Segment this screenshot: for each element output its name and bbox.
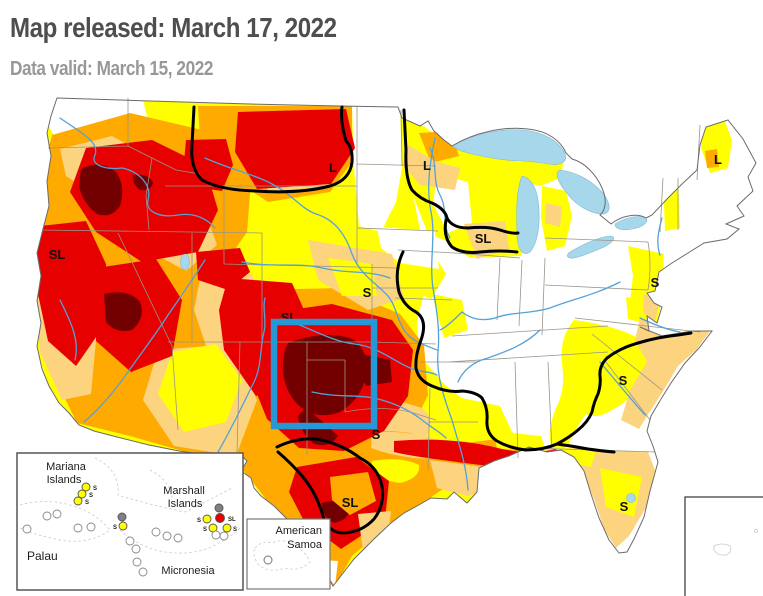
island-marker-white xyxy=(22,524,32,534)
island-marker-label: S xyxy=(203,527,207,533)
marshall-islands-label-line2: Islands xyxy=(168,498,203,510)
lake-okeechobee xyxy=(626,493,636,503)
island-marker-white xyxy=(162,531,172,541)
mariana-islands-label-line2: Islands xyxy=(47,474,82,486)
island-marker-white xyxy=(173,533,183,543)
island-marker-white xyxy=(151,527,161,537)
island-marker-white xyxy=(42,511,52,521)
drought-label-l: L xyxy=(423,158,431,173)
impact-type-outlines xyxy=(190,105,693,535)
drought-label-s: S xyxy=(619,373,628,388)
island-group-boundaries xyxy=(19,457,241,554)
palau-label: Palau xyxy=(27,549,58,563)
drought-label-l: L xyxy=(329,160,337,175)
lake-superior xyxy=(451,129,566,165)
drought-label-sl: SL xyxy=(49,247,66,262)
american-samoa-label-line1: American xyxy=(276,525,322,537)
island-marker-label: S xyxy=(113,525,117,531)
drought-label-l: L xyxy=(714,152,722,167)
island-marker-label: S xyxy=(93,486,97,492)
island-marker-white xyxy=(211,530,221,540)
lake-ontario xyxy=(614,216,648,231)
caribbean-inset xyxy=(684,496,763,596)
rivers xyxy=(59,117,681,491)
island-marker-label: S xyxy=(233,527,237,533)
island-outline xyxy=(713,543,732,556)
island-marker-white xyxy=(86,522,96,532)
island-marker-gray xyxy=(117,512,127,522)
island-marker-yellow xyxy=(77,489,87,499)
island-marker-white xyxy=(73,523,83,533)
lake-erie xyxy=(567,235,614,259)
highlight-box xyxy=(270,318,378,430)
marshall-islands-label-line1: Marshall xyxy=(163,485,205,497)
island-marker-yellow xyxy=(73,496,83,506)
drought-label-sl: SL xyxy=(342,495,359,510)
island-marker-label: S xyxy=(197,518,201,524)
great-salt-lake xyxy=(180,253,190,271)
drought-label-s: S xyxy=(372,427,381,442)
island-marker-label: S xyxy=(89,493,93,499)
island-marker-label: SL xyxy=(228,517,236,523)
american-samoa-marker xyxy=(263,555,273,565)
us-outline xyxy=(36,97,757,587)
mariana-islands-label-line1: Mariana xyxy=(46,461,87,473)
drought-label-s: S xyxy=(651,275,660,290)
island-marker-gray xyxy=(214,503,224,513)
drought-label-s: S xyxy=(620,499,629,514)
island-marker-yellow xyxy=(202,514,212,524)
island-marker-white xyxy=(132,557,142,567)
caribbean-inset-frame xyxy=(684,496,763,596)
lake-huron xyxy=(556,169,610,215)
island-marker-white xyxy=(219,531,229,541)
drought-label-sl: SL xyxy=(475,231,492,246)
american-samoa-inset-frame xyxy=(246,518,331,590)
data-valid-subtitle: Data valid: March 15, 2022 xyxy=(10,58,213,80)
micronesia-label: Micronesia xyxy=(161,565,215,577)
island-marker-white xyxy=(138,567,148,577)
lake-michigan xyxy=(516,175,540,254)
island-marker-yellow xyxy=(222,523,232,533)
island-marker-white xyxy=(52,509,62,519)
island-marker-yellow xyxy=(118,521,128,531)
island-marker-label: S xyxy=(85,500,89,506)
american-samoa-boundary xyxy=(253,540,311,571)
american-samoa-inset: American Samoa xyxy=(246,518,331,590)
inland-lakes xyxy=(180,253,636,503)
small-island-dot xyxy=(754,529,758,533)
great-lakes xyxy=(451,129,648,259)
american-samoa-label-line2: Samoa xyxy=(287,539,323,551)
island-marker-yellow xyxy=(81,482,91,492)
island-marker-white xyxy=(131,544,141,554)
pacific-islands-inset: Mariana Islands Marshall Islands Palau M… xyxy=(16,452,244,591)
island-marker-white xyxy=(125,536,135,546)
map-released-title: Map released: March 17, 2022 xyxy=(10,12,337,43)
island-marker-red xyxy=(215,513,225,523)
drought-label-s: S xyxy=(363,285,372,300)
